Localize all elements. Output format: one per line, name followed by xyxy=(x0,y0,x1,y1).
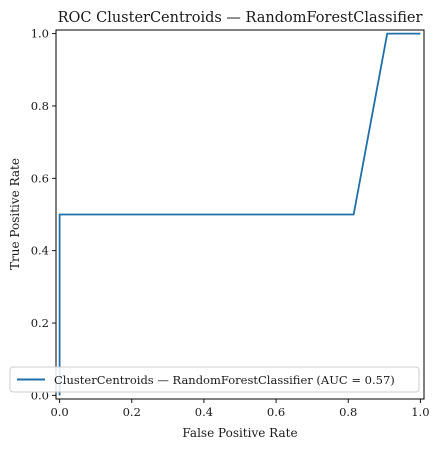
plot-area xyxy=(58,32,421,396)
y-tick-label: 0.2 xyxy=(31,316,49,330)
legend: ClusterCentroids — RandomForestClassifie… xyxy=(9,366,420,393)
roc-curve-line-0 xyxy=(58,32,421,396)
x-tick-label: 0.2 xyxy=(123,405,141,419)
x-tick-label: 0.0 xyxy=(50,405,68,419)
y-axis-label: True Positive Rate xyxy=(8,158,22,270)
y-tick-label: 0.8 xyxy=(31,99,49,113)
x-axis-ticks: 0.0 0.2 0.4 0.6 0.8 1.0 xyxy=(50,399,430,419)
x-tick-label: 1.0 xyxy=(411,405,429,419)
y-axis-ticks: 0.00.20.40.60.81.0 xyxy=(31,27,56,402)
x-axis-label: False Positive Rate xyxy=(182,426,297,440)
plot-frame xyxy=(55,29,425,400)
legend-box xyxy=(9,366,420,393)
y-tick-label: 1.0 xyxy=(31,27,49,41)
chart-title: ROC ClusterCentroids — RandomForestClass… xyxy=(58,10,423,26)
y-tick-label: 0.4 xyxy=(31,244,49,258)
legend-entry-label: ClusterCentroids — RandomForestClassifie… xyxy=(54,373,395,387)
x-tick-label: 0.8 xyxy=(339,405,357,419)
x-tick-label: 0.4 xyxy=(195,405,213,419)
x-tick-label: 0.6 xyxy=(267,405,285,419)
y-tick-label: 0.6 xyxy=(31,171,49,185)
